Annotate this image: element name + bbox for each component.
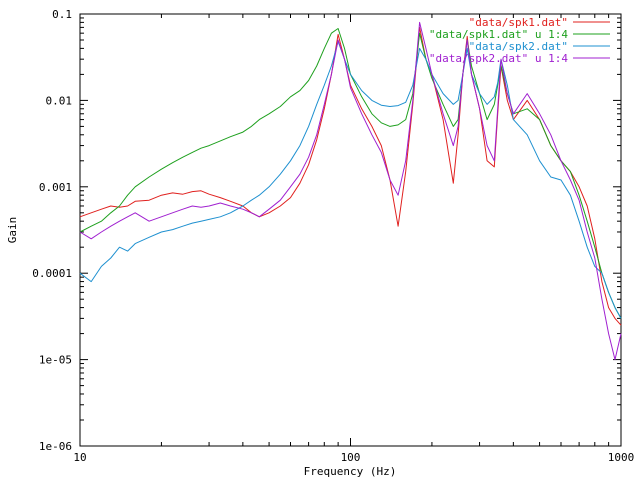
legend: "data/spk1.dat""data/spk1.dat" u 1:4"dat… <box>429 16 610 65</box>
y-tick-label: 0.01 <box>46 94 73 107</box>
y-axis-ticks <box>80 13 621 447</box>
x-axis-tick-labels: 10 100 1000 <box>73 451 634 464</box>
y-tick-label: 0.0001 <box>32 267 72 280</box>
series-line-3 <box>79 41 622 319</box>
y-axis-tick-labels: 1e-06 1e-05 0.0001 0.001 0.01 0.1 <box>32 8 72 453</box>
y-tick-label: 1e-05 <box>39 354 72 367</box>
x-tick-label: 100 <box>341 451 361 464</box>
y-tick-label: 0.1 <box>52 8 72 21</box>
x-tick-label: 10 <box>73 451 86 464</box>
y-axis-title: Gain <box>6 217 19 244</box>
series-line-2 <box>79 28 622 319</box>
series-lines <box>79 21 622 361</box>
series-line-4 <box>79 21 622 361</box>
series-line-1 <box>79 26 622 326</box>
legend-label-4: "data/spk2.dat" u 1:4 <box>429 52 568 65</box>
y-tick-label: 1e-06 <box>39 440 72 453</box>
legend-label-3: "data/spk2.dat" <box>469 40 568 53</box>
legend-label-1: "data/spk1.dat" <box>469 16 568 29</box>
x-axis-title: Frequency (Hz) <box>304 465 397 478</box>
legend-label-2: "data/spk1.dat" u 1:4 <box>429 28 568 41</box>
x-tick-label: 1000 <box>608 451 635 464</box>
y-tick-label: 0.001 <box>39 181 72 194</box>
